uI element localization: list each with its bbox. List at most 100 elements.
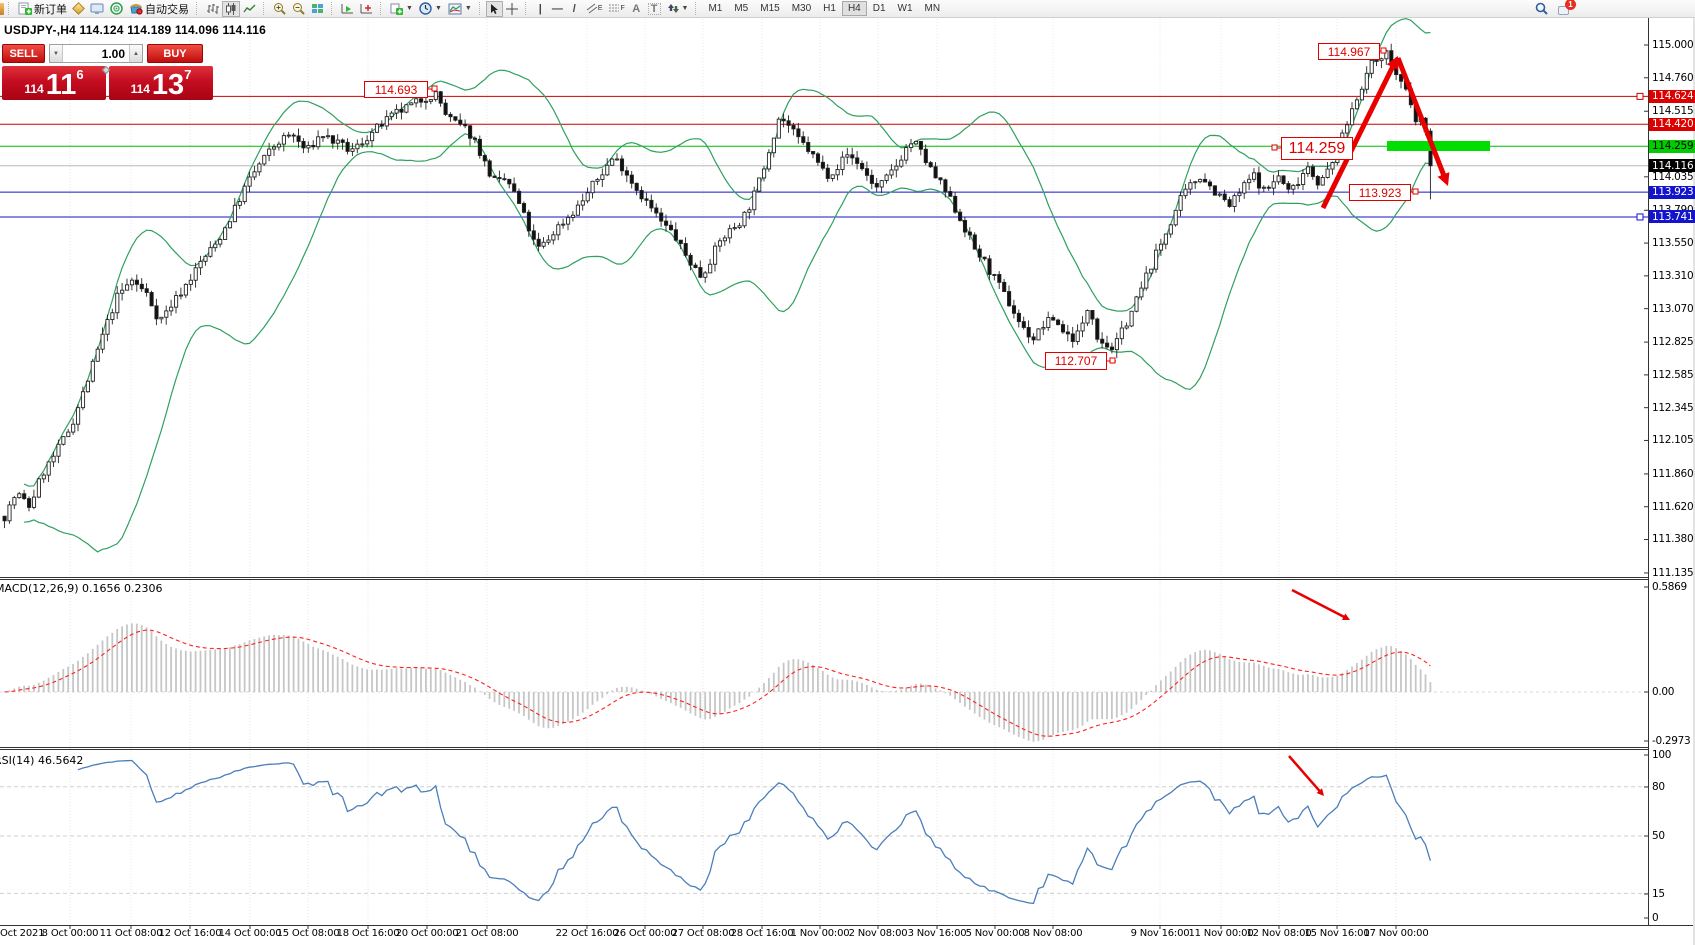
timeframe-button-MN[interactable]: MN [924, 3, 941, 14]
signals-button[interactable] [107, 1, 126, 17]
timeframe-group: M1 M5 M15 M30 H1 H4 D1 W1 MN [702, 1, 946, 16]
timeframe-button-M5[interactable]: M5 [734, 3, 749, 14]
timeframe-button-M1[interactable]: M1 [708, 3, 723, 14]
price-tick-label: 113.310 [1652, 269, 1694, 282]
text-icon: A [632, 2, 641, 15]
time-axis-label: 26 Oct 00:00 [613, 928, 677, 939]
timeframe-button-D1[interactable]: D1 [872, 3, 886, 14]
rsi-axis-label: 0 [1652, 912, 1659, 924]
price-annotation[interactable]: 113.923 [1349, 184, 1411, 201]
time-axis-label: Oct 2021 [0, 928, 45, 939]
chart-shift-button[interactable] [338, 1, 357, 17]
toolbar-separator [524, 2, 529, 15]
new-order-button[interactable]: 新订单 [15, 1, 70, 17]
trendline-button[interactable]: / [566, 1, 583, 17]
text-label-button[interactable]: T [645, 1, 664, 17]
channel-letter: E [597, 5, 603, 12]
search-button[interactable] [1532, 1, 1551, 17]
toolbar-separator [380, 2, 384, 15]
bar-chart-button[interactable] [203, 1, 222, 17]
bid-prefix: 114 [24, 82, 44, 96]
rsi-axis-label: 80 [1652, 781, 1665, 793]
price-tick-label: 114.515 [1652, 105, 1694, 118]
templates-button[interactable]: ▼ [445, 1, 475, 17]
time-axis-label: 17 Nov 00:00 [1363, 928, 1429, 939]
price-tick-label: 112.585 [1652, 368, 1694, 381]
volume-decrease-button[interactable]: ▼ [50, 45, 63, 62]
price-annotation[interactable]: 114.967 [1318, 43, 1380, 60]
time-axis-label: 11 Nov 00:00 [1188, 928, 1254, 939]
sell-button[interactable]: SELL [2, 44, 45, 63]
auto-scroll-button[interactable] [357, 1, 376, 17]
bid-price-panel[interactable]: 114 11 6 [2, 66, 106, 100]
time-axis-label: 20 Oct 00:00 [395, 928, 459, 939]
price-tick-label: 112.345 [1652, 401, 1694, 414]
price-tick-label: 112.105 [1652, 434, 1694, 447]
timeframe-button-H1[interactable]: H1 [823, 3, 836, 14]
grid-layer [69, 19, 1397, 929]
price-badge: 113.741 [1649, 210, 1695, 224]
signal-icon [110, 2, 123, 15]
time-axis-label: 15 Nov 16:00 [1304, 928, 1370, 939]
price-tick-label: 112.825 [1652, 336, 1694, 349]
time-axis-label: 8 Oct 00:00 [41, 928, 99, 939]
price-annotation[interactable]: 114.693 [364, 81, 428, 98]
text-button[interactable]: A [628, 1, 645, 17]
price-tick-label: 111.380 [1652, 533, 1694, 546]
favorites-button[interactable] [70, 1, 87, 17]
ask-prefix: 114 [130, 82, 150, 96]
green-level-bar[interactable] [1387, 141, 1490, 151]
channel-button[interactable]: E [583, 1, 606, 17]
tile-windows-button[interactable] [308, 1, 327, 17]
rsi-layer [77, 759, 1432, 905]
volume-increase-button[interactable]: ▲ [129, 45, 142, 62]
chat-bubble-icon: 1 [1558, 0, 1576, 15]
cursor-icon [491, 3, 499, 14]
cursor-button[interactable] [485, 0, 503, 17]
timeframe-button-M15[interactable]: M15 [760, 3, 780, 14]
horizontal-line-button[interactable]: — [549, 1, 566, 17]
time-axis-label: 11 Oct 08:00 [99, 928, 163, 939]
volume-input[interactable]: 1.00 [101, 46, 125, 61]
time-axis-label: 12 Nov 08:00 [1246, 928, 1312, 939]
time-axis-label: 14 Oct 00:00 [218, 928, 282, 939]
time-axis-label: 28 Oct 16:00 [730, 928, 794, 939]
timeframe-button-W1[interactable]: W1 [897, 3, 913, 14]
new-chart-button[interactable]: ▼ [387, 1, 416, 17]
candlestick-chart-button[interactable] [222, 0, 240, 17]
buy-button[interactable]: BUY [147, 44, 203, 63]
timeframe-button-H4[interactable]: H4 [841, 1, 867, 16]
terminal-icon [90, 3, 104, 14]
search-icon [1535, 2, 1548, 15]
price-annotation[interactable]: 114.259 [1281, 137, 1353, 160]
ask-price-panel[interactable]: 114 13 7 [109, 66, 213, 100]
terminal-button[interactable] [87, 1, 107, 17]
time-axis-label: 18 Oct 16:00 [336, 928, 400, 939]
time-axis-label: 22 Oct 16:00 [555, 928, 619, 939]
timeframe-button-M30[interactable]: M30 [791, 3, 812, 14]
auto-trading-icon [130, 4, 143, 15]
rsi-axis-label: 15 [1652, 888, 1665, 900]
notifications-button[interactable]: 1 [1555, 0, 1576, 17]
macd-axis-label: -0.2973 [1652, 735, 1691, 747]
new-order-icon [18, 2, 32, 15]
crosshair-button[interactable] [503, 1, 521, 17]
periods-button[interactable]: ▼ [416, 1, 445, 17]
trend-arrows[interactable] [1288, 56, 1450, 796]
line-chart-button[interactable] [240, 1, 259, 17]
price-tick-label: 111.620 [1652, 500, 1694, 513]
chart-shift-icon [341, 3, 353, 13]
fibonacci-button[interactable]: F [605, 1, 627, 17]
price-annotation[interactable]: 112.707 [1045, 352, 1107, 370]
zoom-in-button[interactable] [270, 1, 289, 17]
dropdown-caret-icon: ▼ [681, 5, 689, 12]
auto-trading-button[interactable]: 自动交易 [126, 1, 192, 17]
price-tick-label: 113.550 [1652, 237, 1694, 250]
bar-chart-icon [207, 3, 219, 14]
new-chart-icon [390, 3, 403, 15]
toolbar-separator [196, 2, 200, 15]
vertical-line-button[interactable]: | [532, 1, 549, 17]
auto-trading-label: 自动交易 [145, 3, 189, 16]
arrows-button[interactable]: ▼ [664, 1, 692, 17]
zoom-out-button[interactable] [289, 1, 308, 17]
